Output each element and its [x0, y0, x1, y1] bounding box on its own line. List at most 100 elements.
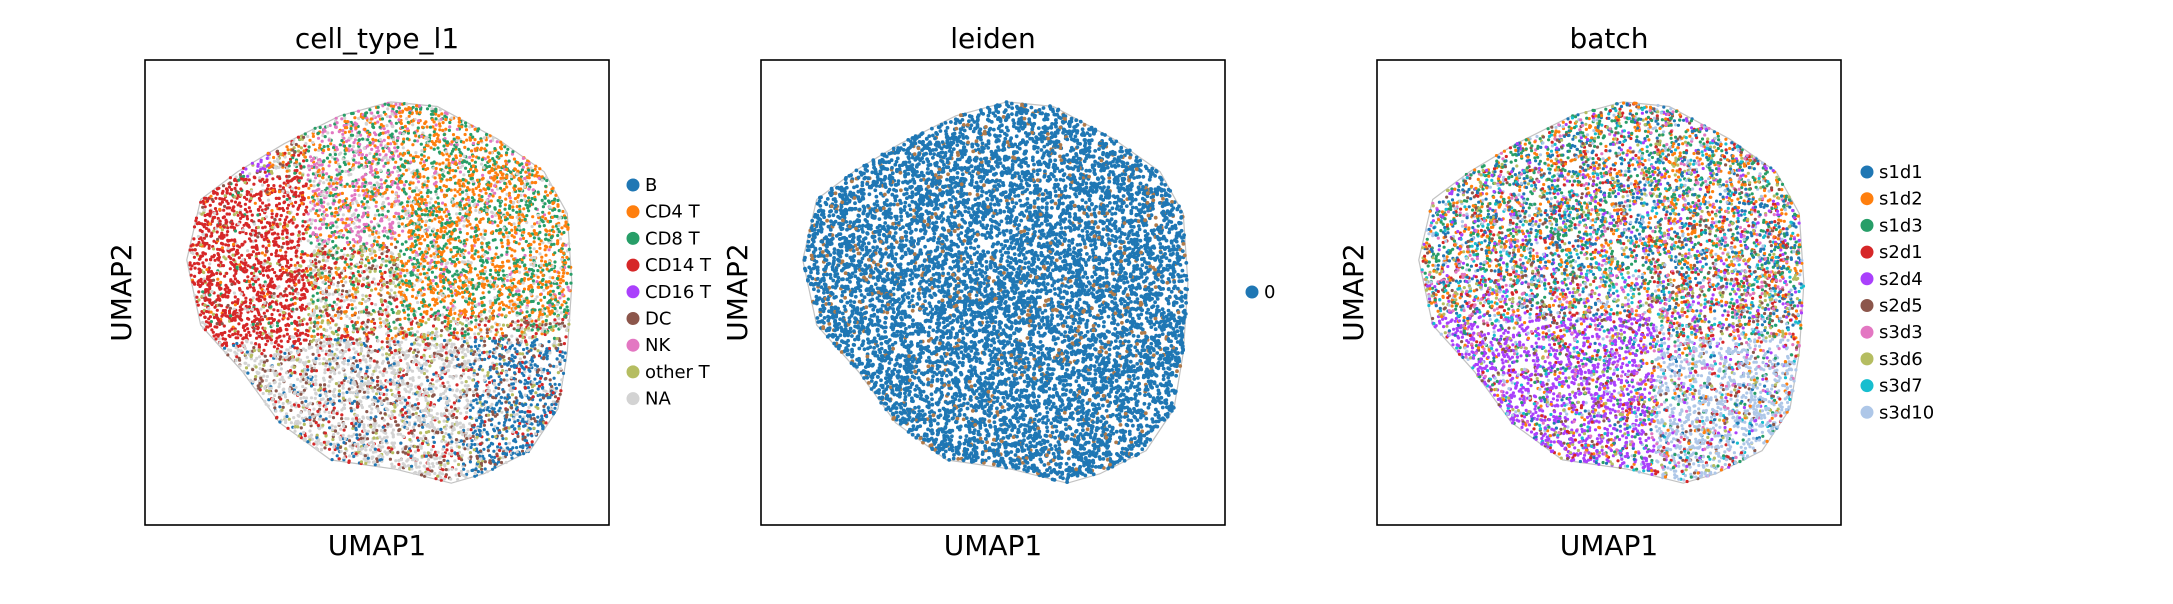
scatter-point — [405, 117, 409, 121]
scatter-point — [337, 371, 341, 375]
scatter-point — [239, 204, 243, 208]
scatter-point — [275, 324, 280, 328]
scatter-point — [445, 448, 449, 452]
scatter-point — [471, 283, 475, 288]
scatter-point — [471, 406, 475, 410]
scatter-point — [277, 385, 281, 389]
scatter-point — [442, 338, 447, 343]
scatter-point — [455, 269, 459, 273]
scatter-point — [483, 157, 487, 161]
scatter-point — [268, 295, 272, 299]
scatter-point — [479, 232, 483, 236]
scatter-point — [499, 395, 503, 399]
scatter-point — [292, 416, 296, 420]
scatter-point — [319, 276, 323, 280]
scatter-point — [389, 121, 393, 125]
scatter-point — [438, 207, 442, 211]
scatter-point — [424, 158, 429, 162]
scatter-point — [230, 282, 234, 286]
scatter-point — [464, 197, 469, 202]
scatter-point — [328, 400, 332, 404]
scatter-point — [283, 351, 287, 355]
scatter-point — [407, 327, 411, 331]
scatter-point — [328, 153, 332, 157]
scatter-point — [481, 454, 485, 458]
scatter-point — [217, 286, 221, 290]
scatter-point — [519, 170, 523, 175]
scatter-point — [545, 314, 549, 318]
scatter-point — [493, 341, 497, 345]
scatter-point — [472, 369, 476, 373]
scatter-point — [488, 315, 492, 319]
scatter-point — [491, 262, 495, 267]
scatter-point — [540, 285, 544, 289]
scatter-point — [302, 422, 306, 426]
scatter-point — [521, 248, 525, 252]
scatter-point — [530, 443, 534, 447]
scatter-point — [444, 351, 448, 355]
scatter-point — [234, 346, 238, 350]
scatter-point — [407, 349, 411, 353]
scatter-point — [452, 137, 456, 141]
scatter-point — [565, 305, 569, 309]
scatter-point — [370, 280, 374, 284]
scatter-point — [344, 280, 348, 284]
scatter-point — [239, 311, 243, 315]
scatter-point — [523, 378, 528, 382]
scatter-point — [540, 414, 544, 418]
scatter-point — [358, 337, 362, 341]
scatter-point — [341, 289, 345, 293]
scatter-point — [561, 274, 565, 279]
scatter-point — [393, 142, 397, 146]
scatter-point — [518, 163, 522, 167]
scatter-point — [365, 444, 369, 448]
scatter-point — [311, 352, 315, 356]
scatter-point — [384, 392, 389, 397]
scatter-point — [494, 229, 499, 233]
scatter-point — [318, 143, 322, 147]
scatter-point — [264, 342, 268, 347]
scatter-point — [457, 260, 461, 264]
scatter-point — [357, 225, 361, 229]
scatter-point — [350, 303, 354, 307]
scatter-point — [444, 150, 448, 154]
scatter-point — [482, 423, 486, 427]
scatter-point — [467, 277, 471, 281]
scatter-point — [453, 280, 457, 284]
scatter-points — [186, 101, 573, 484]
scatter-point — [469, 167, 473, 171]
scatter-point — [379, 399, 383, 403]
scatter-point — [521, 352, 525, 356]
scatter-point — [560, 226, 564, 230]
scatter-point — [474, 388, 478, 392]
scatter-point — [470, 468, 474, 473]
scatter-point — [344, 169, 348, 174]
scatter-point — [558, 353, 562, 357]
scatter-point — [266, 239, 271, 243]
scatter-point — [378, 317, 382, 321]
scatter-point — [561, 355, 565, 359]
scatter-point — [508, 246, 512, 250]
scatter-point — [567, 322, 571, 326]
scatter-point — [429, 314, 433, 318]
scatter-point — [426, 194, 430, 199]
scatter-point — [480, 245, 484, 249]
scatter-point — [422, 357, 426, 361]
scatter-point — [341, 391, 345, 395]
scatter-point — [319, 332, 323, 336]
scatter-point — [325, 172, 329, 176]
scatter-point — [423, 198, 427, 202]
scatter-point — [245, 217, 250, 221]
scatter-point — [366, 354, 370, 358]
scatter-point — [456, 317, 460, 321]
scatter-point — [480, 264, 484, 268]
scatter-point — [273, 393, 277, 398]
scatter-point — [291, 355, 295, 359]
scatter-point — [434, 282, 438, 286]
scatter-point — [318, 125, 322, 130]
scatter-point — [374, 138, 378, 142]
scatter-point — [534, 319, 538, 323]
scatter-point — [424, 342, 428, 346]
scatter-point — [520, 213, 525, 217]
scatter-point — [465, 224, 469, 228]
